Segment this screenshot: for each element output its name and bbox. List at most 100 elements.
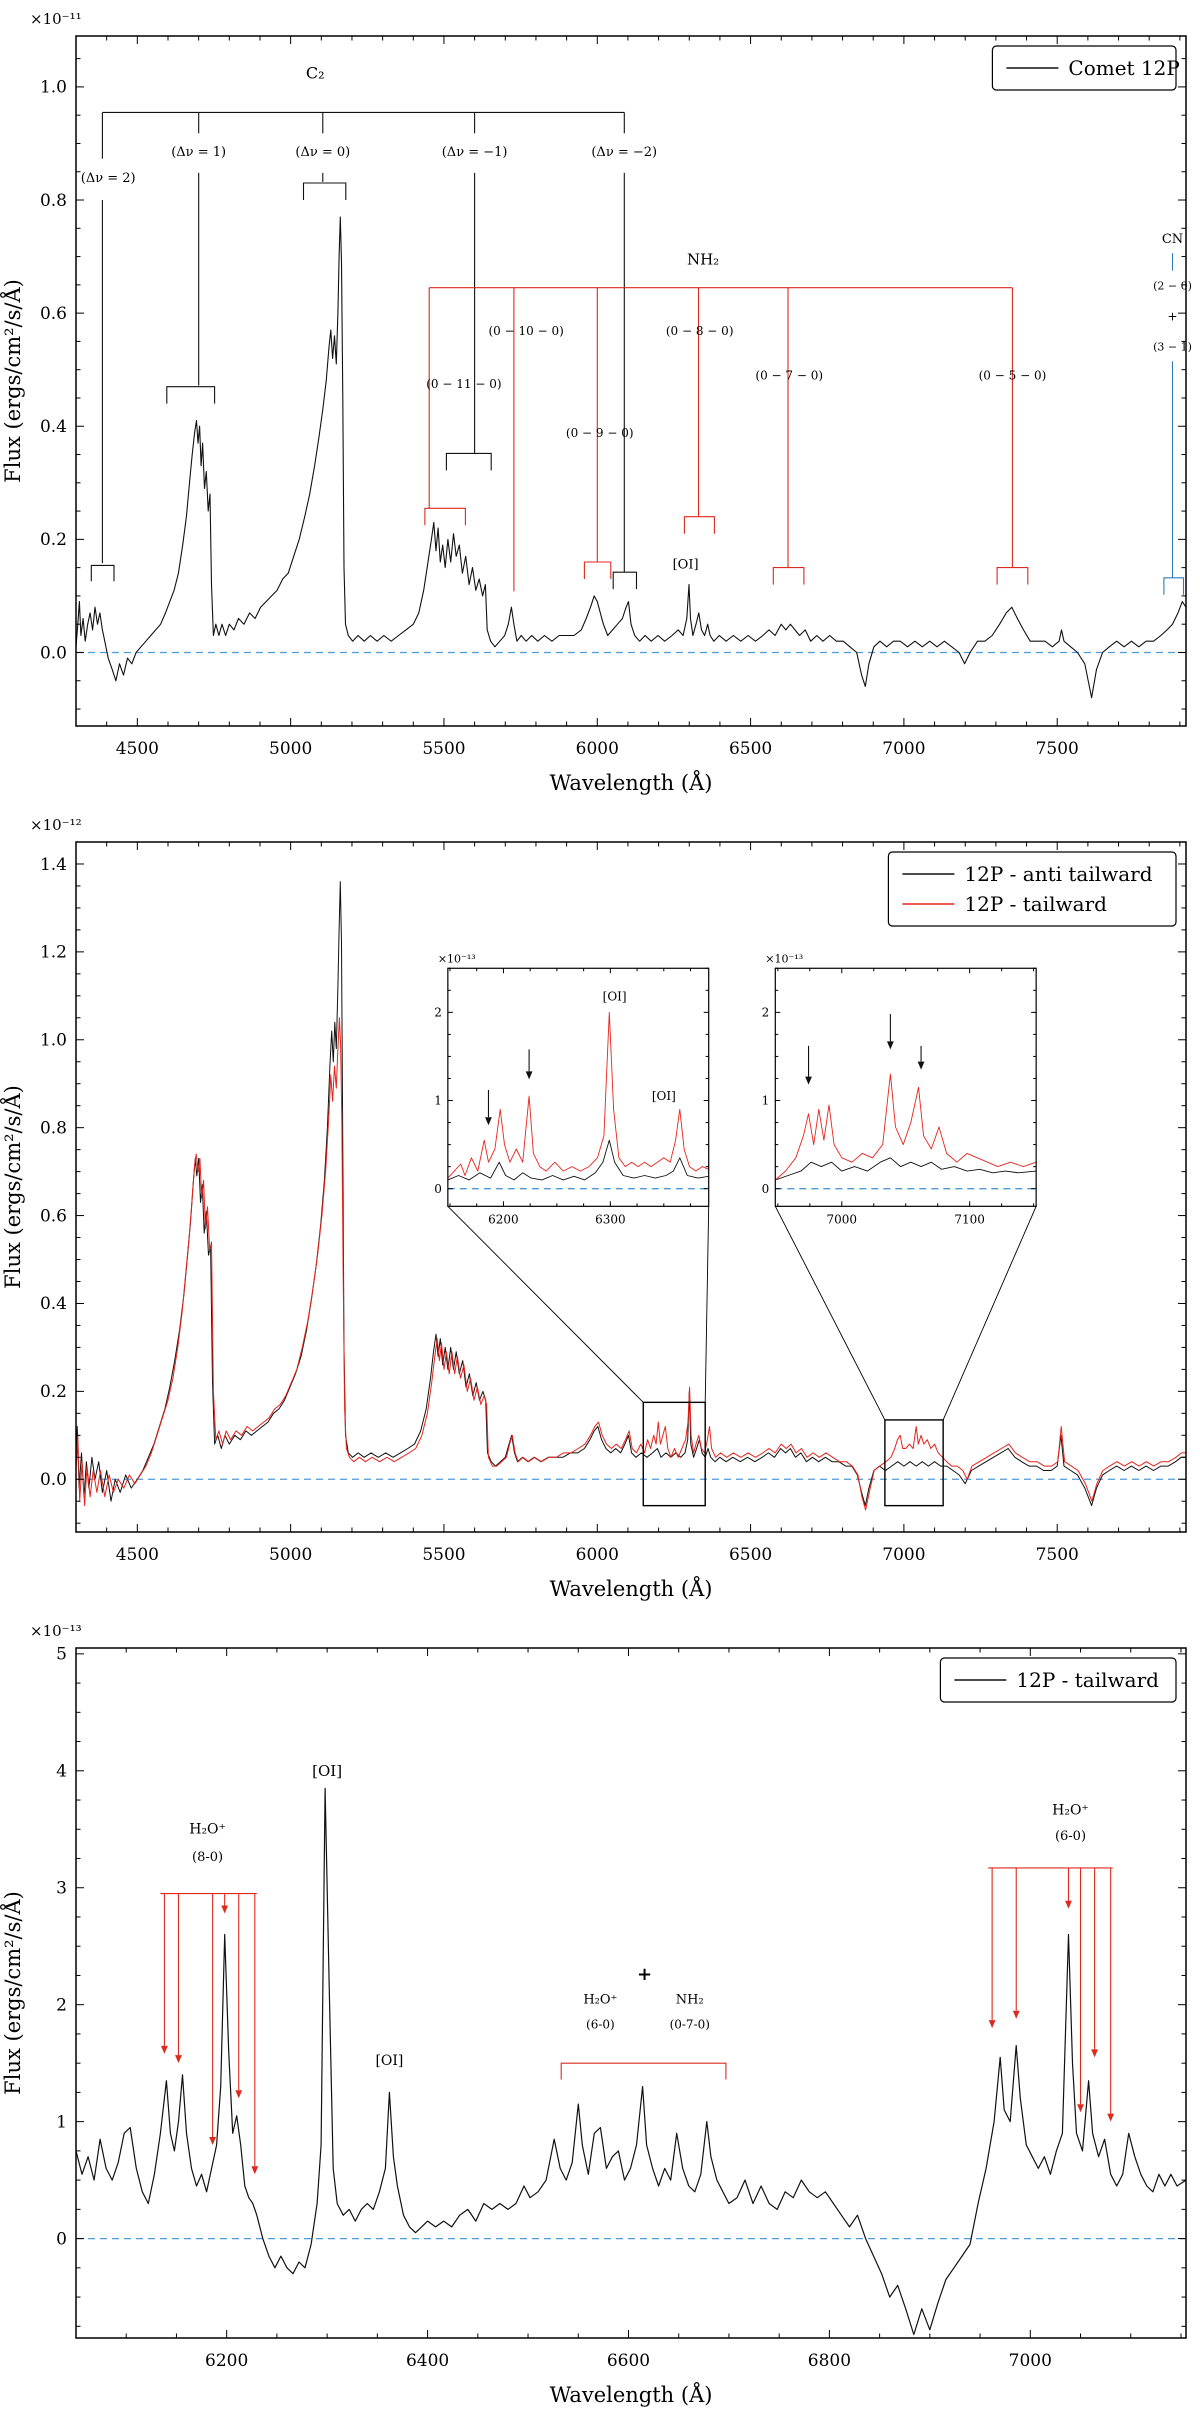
annotation-arrow-head (235, 2090, 243, 2099)
spectrum-tailward (76, 1017, 1186, 1511)
x-tick-label: 6200 (488, 1212, 519, 1226)
annotation-line (996, 567, 1029, 585)
y-tick-label: 4 (56, 1762, 67, 1782)
y-tick-label: 0.2 (40, 530, 67, 550)
y-tick-label: 1.4 (40, 855, 67, 875)
y-axis-label: Flux (ergs/cm²/s/Å) (0, 279, 25, 483)
x-tick-label: 4500 (116, 1545, 159, 1565)
x-tick-label: 7500 (1036, 1545, 1079, 1565)
panel-tailward-zoom: H₂O⁺ (8-0) [OI] [OI] + H₂O⁺ (6-0) NH₂ (0-7-0) H₂O… (0, 1612, 1200, 2418)
annotation-line (583, 561, 612, 579)
inset-connector (774, 1206, 886, 1421)
axis-scale-offset: ×10⁻¹¹ (30, 10, 82, 28)
y-tick-label: 1.0 (40, 1031, 67, 1051)
annotation-line (424, 507, 466, 526)
y-tick-label: 1.0 (40, 78, 67, 98)
legend-label: 12P - anti tailward (964, 862, 1152, 886)
tailward-zoom-chart: H₂O⁺ (8-0) [OI] [OI] + H₂O⁺ (6-0) NH₂ (0-7-0) H₂O… (0, 1622, 1187, 2407)
x-tick-label: 4500 (116, 739, 159, 759)
y-tick-label: 0.8 (40, 1118, 67, 1138)
spectrum-comet-12p (76, 216, 1186, 699)
annotation-arrow-head (160, 2045, 168, 2054)
y-axis-label: Flux (ergs/cm²/s/Å) (0, 1891, 25, 2095)
annotation-text: NH₂ (676, 1993, 704, 2008)
axes-frame (447, 967, 710, 1207)
annotation-line (445, 452, 492, 471)
axes-frame (75, 1647, 1187, 2339)
annotation-line (90, 564, 115, 582)
annotation-text: + (1167, 310, 1177, 324)
annotation-text: (2 − 0) (1153, 279, 1192, 292)
annotation-text: (Δν = −2) (591, 145, 657, 160)
annotation-arrow-head (805, 1076, 812, 1085)
legend-label: 12P - tailward (1016, 1668, 1159, 1692)
spectrum-tailward-detail (76, 1787, 1186, 2336)
spectrum-tailward-zoom (447, 1011, 709, 1179)
x-tick-label: 7500 (1036, 739, 1079, 759)
annotation-text: [OI] (673, 557, 699, 572)
x-tick-label: 7100 (954, 1212, 985, 1226)
y-tick-label: 5 (56, 1645, 67, 1665)
x-tick-label: 7000 (882, 739, 925, 759)
annotation-arrow-head (221, 1905, 229, 1914)
axes-frame (75, 841, 1187, 1533)
annotation-text: (Δν = 0) (295, 145, 350, 160)
x-tick-label: 6500 (729, 739, 772, 759)
annotation-arrow-head (1065, 1900, 1072, 1909)
annotation-line (612, 571, 638, 590)
legend-box (991, 45, 1177, 91)
y-tick-label: 2 (56, 1995, 67, 2015)
annotation-text: (0-7-0) (670, 2018, 710, 2032)
spectrum-anti-tailward-zoom (775, 1157, 1037, 1181)
legend-box (939, 1657, 1177, 1703)
annotation-line (683, 516, 715, 534)
annotation-text: (6-0) (586, 2018, 615, 2032)
y-axis-label: Flux (ergs/cm²/s/Å) (0, 1085, 25, 1289)
legend-box (887, 851, 1177, 927)
annotation-text: H₂O⁺ (189, 1821, 226, 1837)
y-tick-label: 0.6 (40, 304, 67, 324)
x-tick-label: 6600 (607, 2351, 650, 2371)
annotation-text: (3 − 1) (1153, 341, 1192, 354)
annotation-text: (0 − 5 − 0) (979, 368, 1047, 382)
annotation-line (772, 567, 805, 585)
legend-label: Comet 12P (1068, 56, 1179, 80)
annotation-line (1163, 577, 1185, 595)
y-tick-label: 0 (762, 1182, 770, 1196)
annotation-arrow-head (1012, 2010, 1020, 2019)
axis-scale-offset: ×10⁻¹³ (765, 952, 803, 965)
y-tick-label: 0.4 (40, 417, 67, 437)
annotation-text: (0 − 8 − 0) (666, 324, 734, 338)
x-axis-label: Wavelength (Å) (550, 1576, 713, 1601)
annotation-text: [OI] (603, 989, 627, 1003)
panel-tailward-comparison: 4500 5000 5500 6000 6500 7000 7500 0.0 0.2 0.4 0.6… (0, 806, 1200, 1612)
inset-connector (942, 1206, 1037, 1421)
y-tick-label: 1.2 (40, 943, 67, 963)
axis-scale-offset: ×10⁻¹² (30, 816, 82, 834)
x-tick-label: 7000 (1009, 2351, 1052, 2371)
annotation-text: C₂ (306, 63, 325, 82)
zoom-region-rect (642, 1401, 706, 1507)
annotation-arrow-head (1091, 2049, 1098, 2058)
axes-frame (75, 35, 1187, 727)
x-tick-label: 5500 (422, 739, 465, 759)
y-tick-label: 1 (56, 2112, 67, 2132)
annotation-line (560, 2062, 727, 2080)
x-tick-label: 6200 (205, 2351, 248, 2371)
y-tick-label: 1 (762, 1094, 770, 1108)
annotation-text: (0 − 10 − 0) (488, 324, 563, 338)
y-tick-label: 0 (56, 2229, 67, 2249)
x-tick-label: 7000 (882, 1545, 925, 1565)
x-axis-label: Wavelength (Å) (550, 770, 713, 795)
annotation-arrow-head (1077, 2104, 1084, 2113)
y-tick-label: 2 (434, 1005, 442, 1019)
spectrum-anti-tailward-zoom (447, 1139, 709, 1181)
annotation-text: [OI] (312, 1762, 342, 1780)
annotation-text: (0 − 7 − 0) (755, 368, 823, 382)
annotation-arrow-head (988, 2020, 996, 2029)
annotation-text: NH₂ (687, 250, 719, 268)
annotation-text: CN (1162, 232, 1183, 247)
y-tick-label: 0.4 (40, 1294, 67, 1314)
annotation-arrow-head (175, 2055, 182, 2064)
